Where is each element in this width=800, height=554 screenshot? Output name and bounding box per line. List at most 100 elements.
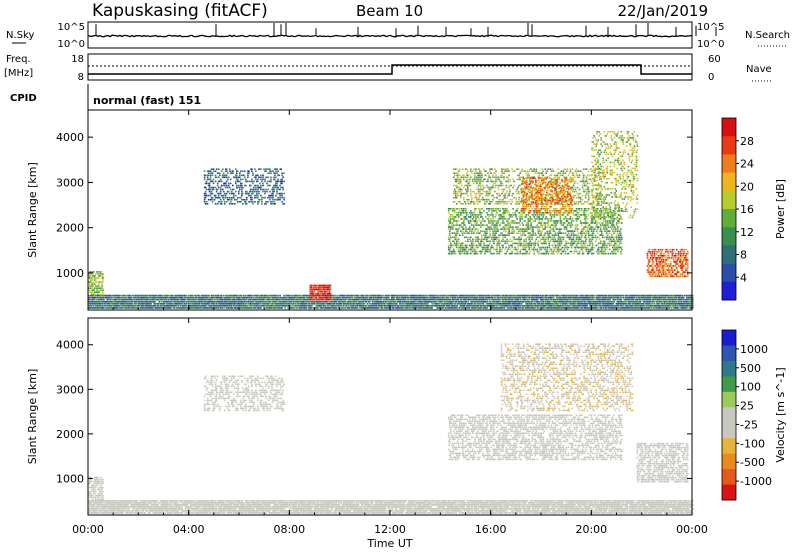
nsky-tick-bottom: 10^0 — [58, 39, 85, 50]
colorbar-tick-label: 500 — [740, 362, 761, 375]
y-axis-label: Slant Range [km] — [26, 162, 39, 258]
colorbar-segment — [722, 263, 736, 283]
colorbar-tick-label: 12 — [740, 226, 754, 239]
echo-region — [447, 208, 623, 255]
colorbar-tick-label: -25 — [740, 418, 758, 431]
nsky-tick-bottom-right: 10^0 — [697, 39, 724, 50]
echo-region — [88, 476, 104, 501]
nave-tick-bottom: 0 — [708, 72, 714, 83]
x-tick-label: 20:00 — [575, 523, 607, 536]
x-tick-label: 12:00 — [374, 523, 406, 536]
colorbar-tick-label: -500 — [740, 456, 765, 469]
y-tick-label: 4000 — [56, 339, 84, 352]
echo-region — [447, 414, 623, 461]
x-axis-label: Time UT — [366, 537, 412, 550]
date-title: 22/Jan/2019 — [618, 2, 709, 20]
colorbar-tick-label: 100 — [740, 381, 761, 394]
y-tick-label: 4000 — [56, 131, 84, 144]
colorbar-segment — [722, 469, 736, 485]
colorbar-tick-label: 16 — [740, 203, 754, 216]
y-tick-label: 3000 — [56, 176, 84, 189]
echo-region — [636, 442, 689, 483]
colorbar-segment — [722, 136, 736, 155]
colorbar-tick-label: 4 — [740, 271, 747, 284]
nsky-spikes — [87, 23, 717, 38]
echo-region — [520, 177, 573, 214]
nsearch-label: N.Search — [745, 30, 790, 41]
nave-tick-top: 60 — [708, 54, 721, 65]
colorbar-segment — [722, 376, 736, 393]
x-tick-label: 08:00 — [273, 523, 305, 536]
echo-region — [500, 343, 634, 412]
cpid-label: CPID — [10, 93, 37, 104]
freq-tick-top: 18 — [71, 54, 84, 65]
y-tick-label: 1000 — [56, 267, 84, 280]
colorbar-tick-label: 25 — [740, 400, 754, 413]
freq-label-2: [MHz] — [4, 68, 33, 79]
colorbar-segment — [722, 345, 736, 362]
nsky-trace — [87, 34, 693, 38]
colorbar-segment — [722, 209, 736, 228]
cpid-value: normal (fast) 151 — [93, 94, 201, 107]
x-tick-label: 04:00 — [173, 523, 205, 536]
colorbar-segment — [722, 391, 736, 408]
colorbar-segment — [722, 422, 736, 439]
colorbar-segment — [722, 484, 736, 501]
colorbar-tick-label: -1000 — [740, 475, 772, 488]
colorbar-segment — [722, 453, 736, 470]
colorbar-segment — [722, 227, 736, 246]
freq-line — [88, 64, 692, 75]
colorbar-tick-label: -100 — [740, 437, 765, 450]
echo-region — [591, 131, 639, 219]
colorbar-segment — [722, 190, 736, 210]
y-axis-label: Slant Range [km] — [26, 369, 39, 465]
colorbar-segment — [722, 360, 736, 377]
freq-strip-frame — [87, 53, 693, 81]
colorbar-tick-label: 24 — [740, 158, 754, 171]
velocity-panel — [88, 343, 694, 514]
echo-region — [88, 271, 104, 296]
colorbar-segment — [722, 245, 736, 264]
echo-region — [309, 284, 332, 301]
echo-region — [203, 375, 285, 412]
x-tick-label: 00:00 — [676, 523, 708, 536]
colorbar-segment — [722, 281, 736, 301]
colorbar-tick-label: 8 — [740, 249, 747, 262]
beam-title: Beam 10 — [356, 2, 423, 20]
echo-region — [88, 294, 694, 309]
colorbar-label: Power [dB] — [774, 179, 787, 239]
colorbar-segment — [722, 330, 736, 346]
freq-tick-bottom: 8 — [78, 72, 84, 83]
echo-region — [452, 168, 603, 205]
colorbar-segment — [722, 154, 736, 173]
station-title: Kapuskasing (fitACF) — [92, 1, 268, 21]
colorbar-label: Velocity [m s^-1] — [774, 367, 787, 462]
colorbar-segment — [722, 407, 736, 424]
y-tick-label: 1000 — [56, 472, 84, 485]
x-tick-label: 16:00 — [475, 523, 507, 536]
colorbar-segment — [722, 438, 736, 454]
colorbar-tick-label: 20 — [740, 180, 754, 193]
nsky-label: N.Sky — [6, 30, 34, 41]
nsky-tick-top-right: 10^5 — [697, 22, 724, 33]
nave-label: Nave — [746, 64, 772, 75]
colorbar-segment — [722, 172, 736, 192]
y-tick-label: 3000 — [56, 383, 84, 396]
colorbar-tick-label: 1000 — [740, 343, 768, 356]
echo-region — [203, 168, 285, 205]
colorbar-segment — [722, 118, 736, 137]
axes-text: 1000 2000 3000 4000 Slant Range [km] 1000 2000… — [26, 110, 708, 536]
nsky-strip-frame — [87, 21, 693, 49]
x-tick-label: 00:00 — [72, 523, 104, 536]
power-colorbar: 28 24 20 16 12 8 4 Power [dB] — [721, 117, 787, 301]
power-panel — [88, 131, 694, 309]
freq-label-1: Freq. — [6, 54, 31, 65]
echo-region — [646, 248, 689, 277]
nsky-tick-top: 10^5 — [58, 22, 85, 33]
echo-region — [88, 500, 694, 514]
velocity-panel-frame — [87, 317, 693, 516]
colorbar-tick-label: 28 — [740, 135, 754, 148]
y-tick-label: 2000 — [56, 222, 84, 235]
